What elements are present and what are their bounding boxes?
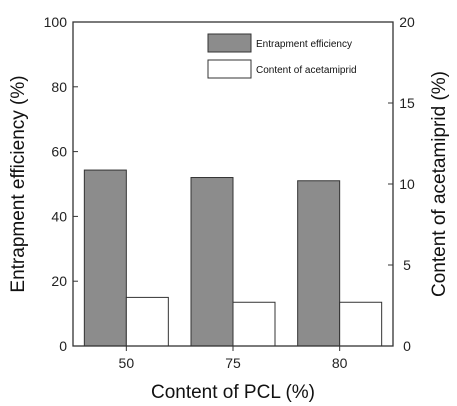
legend-label-entrapment-efficiency: Entrapment efficiency (256, 39, 352, 50)
y-tick-label: 40 (51, 208, 67, 224)
legend-swatch-content-of-acetamiprid (207, 59, 252, 79)
y2-tick-label: 10 (399, 176, 415, 192)
y2-tick-label: 20 (399, 14, 415, 30)
bars-layer (83, 169, 383, 347)
bar-entrapment-efficiency-50 (83, 169, 127, 347)
y2-tick-label: 5 (403, 257, 411, 273)
y-tick-label: 20 (51, 273, 67, 289)
legend-swatch-entrapment-efficiency (207, 33, 252, 53)
y-axis-title: Entrapment efficiency (%) (8, 75, 29, 292)
bar-entrapment-efficiency-75 (190, 177, 234, 347)
y2-axis-title: Content of acetamiprid (%) (429, 71, 450, 297)
y-tick-label: 0 (59, 338, 67, 354)
x-tick-label: 50 (119, 355, 135, 371)
legend-label-content-of-acetamiprid: Content of acetamiprid (256, 65, 357, 76)
bar-entrapment-efficiency-80 (297, 180, 341, 347)
x-tick-label: 75 (225, 355, 241, 371)
y-tick-label: 80 (51, 79, 67, 95)
x-tick-label: 80 (332, 355, 348, 371)
bar-content-of-acetamiprid-80 (339, 301, 383, 347)
x-axis-title: Content of PCL (%) (151, 382, 315, 403)
y2-tick-label: 0 (403, 338, 411, 354)
bar-content-of-acetamiprid-50 (125, 296, 169, 347)
y-tick-label: 60 (51, 144, 67, 160)
y-tick-label: 100 (44, 14, 68, 30)
legend: Entrapment efficiency Content of acetami… (207, 33, 357, 79)
ticks-layer: 50 75 80 0 20 40 60 80 100 0 5 10 15 20 (44, 14, 415, 371)
bar-content-of-acetamiprid-75 (232, 301, 276, 347)
y2-tick-label: 15 (399, 95, 415, 111)
